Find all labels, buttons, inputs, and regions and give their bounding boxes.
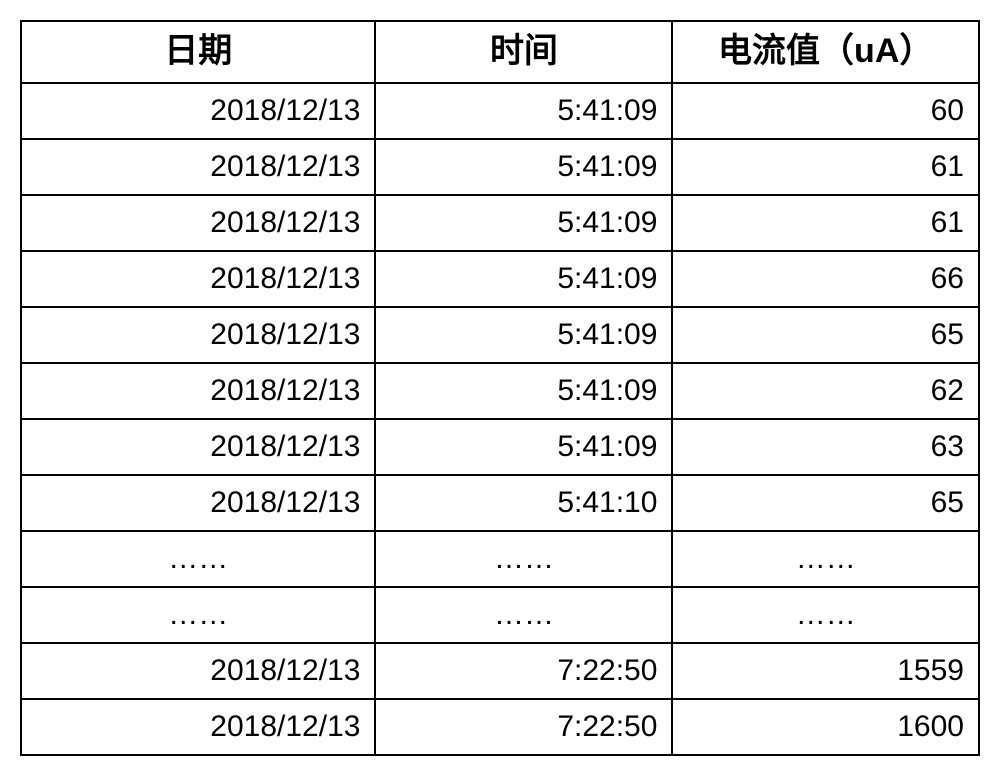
cell-date: 2018/12/13 — [21, 139, 375, 195]
cell-time: 5:41:10 — [375, 475, 672, 531]
cell-ellipsis: …… — [375, 531, 672, 587]
table-row: 2018/12/13 7:22:50 1559 — [21, 643, 979, 699]
cell-value: 65 — [672, 307, 979, 363]
cell-time: 5:41:09 — [375, 307, 672, 363]
cell-value: 65 — [672, 475, 979, 531]
table-row: 2018/12/13 5:41:09 61 — [21, 139, 979, 195]
table-row: 2018/12/13 7:22:50 1600 — [21, 699, 979, 755]
cell-value: 1559 — [672, 643, 979, 699]
cell-time: 7:22:50 — [375, 643, 672, 699]
cell-date: 2018/12/13 — [21, 699, 375, 755]
cell-time: 5:41:09 — [375, 363, 672, 419]
data-table-container: 日期 时间 电流值（uA） 2018/12/13 5:41:09 60 2018… — [20, 20, 980, 756]
cell-date: 2018/12/13 — [21, 195, 375, 251]
cell-time: 5:41:09 — [375, 419, 672, 475]
data-table: 日期 时间 电流值（uA） 2018/12/13 5:41:09 60 2018… — [20, 20, 980, 756]
cell-value: 61 — [672, 195, 979, 251]
cell-ellipsis: …… — [672, 531, 979, 587]
table-row: …… …… …… — [21, 531, 979, 587]
cell-value: 1600 — [672, 699, 979, 755]
table-row: 2018/12/13 5:41:09 65 — [21, 307, 979, 363]
table-row: 2018/12/13 5:41:10 65 — [21, 475, 979, 531]
table-row: …… …… …… — [21, 587, 979, 643]
cell-value: 62 — [672, 363, 979, 419]
cell-date: 2018/12/13 — [21, 475, 375, 531]
table-row: 2018/12/13 5:41:09 66 — [21, 251, 979, 307]
cell-date: 2018/12/13 — [21, 251, 375, 307]
cell-ellipsis: …… — [21, 587, 375, 643]
cell-date: 2018/12/13 — [21, 307, 375, 363]
table-row: 2018/12/13 5:41:09 60 — [21, 83, 979, 139]
table-row: 2018/12/13 5:41:09 61 — [21, 195, 979, 251]
cell-value: 63 — [672, 419, 979, 475]
table-row: 2018/12/13 5:41:09 63 — [21, 419, 979, 475]
cell-time: 5:41:09 — [375, 139, 672, 195]
cell-date: 2018/12/13 — [21, 363, 375, 419]
cell-value: 61 — [672, 139, 979, 195]
cell-value: 60 — [672, 83, 979, 139]
table-body: 2018/12/13 5:41:09 60 2018/12/13 5:41:09… — [21, 83, 979, 755]
cell-date: 2018/12/13 — [21, 419, 375, 475]
cell-ellipsis: …… — [21, 531, 375, 587]
column-header-value: 电流值（uA） — [672, 21, 979, 83]
cell-ellipsis: …… — [672, 587, 979, 643]
table-header: 日期 时间 电流值（uA） — [21, 21, 979, 83]
cell-time: 5:41:09 — [375, 83, 672, 139]
cell-time: 7:22:50 — [375, 699, 672, 755]
cell-time: 5:41:09 — [375, 195, 672, 251]
column-header-date: 日期 — [21, 21, 375, 83]
cell-time: 5:41:09 — [375, 251, 672, 307]
cell-value: 66 — [672, 251, 979, 307]
cell-date: 2018/12/13 — [21, 643, 375, 699]
table-header-row: 日期 时间 电流值（uA） — [21, 21, 979, 83]
table-row: 2018/12/13 5:41:09 62 — [21, 363, 979, 419]
cell-ellipsis: …… — [375, 587, 672, 643]
cell-date: 2018/12/13 — [21, 83, 375, 139]
column-header-time: 时间 — [375, 21, 672, 83]
